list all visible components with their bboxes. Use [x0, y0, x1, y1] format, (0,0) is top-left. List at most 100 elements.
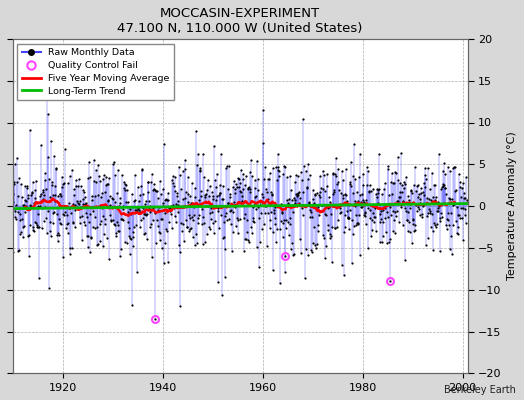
Point [329, 171, 337, 177]
Point [208, 208, 216, 215]
Point [160, 140, 168, 147]
Point [192, 162, 201, 168]
Point [215, 192, 223, 198]
Point [104, 198, 112, 204]
Point [413, 183, 421, 189]
Point [193, 240, 201, 246]
Point [96, 238, 104, 245]
Point [223, 216, 231, 223]
Point [63, 212, 71, 219]
Point [453, 230, 461, 236]
Point [396, 189, 404, 195]
Point [396, 179, 404, 186]
Point [146, 202, 154, 209]
Point [344, 215, 353, 222]
Point [209, 219, 217, 226]
Point [154, 195, 162, 202]
Point [231, 186, 239, 192]
Point [440, 182, 448, 188]
Point [13, 178, 21, 185]
Point [191, 194, 199, 200]
Point [197, 192, 205, 199]
Point [86, 210, 94, 217]
Point [402, 216, 411, 223]
Point [417, 185, 425, 192]
Point [313, 241, 321, 248]
Point [338, 168, 346, 174]
Point [133, 269, 141, 275]
Point [74, 176, 83, 182]
Point [137, 167, 146, 174]
Point [234, 230, 243, 236]
Point [235, 180, 244, 186]
Point [310, 224, 318, 230]
Point [81, 221, 90, 228]
Point [406, 229, 414, 236]
Point [77, 183, 85, 189]
Point [337, 208, 345, 215]
Point [295, 200, 303, 206]
Point [103, 180, 111, 187]
Point [144, 179, 152, 186]
Point [422, 212, 431, 219]
Point [60, 180, 68, 186]
Point [310, 199, 319, 206]
Point [316, 194, 325, 200]
Point [328, 224, 336, 230]
Point [276, 203, 284, 209]
Point [313, 222, 322, 228]
Point [245, 169, 254, 176]
Point [147, 171, 156, 178]
Point [277, 218, 285, 224]
Point [350, 141, 358, 147]
Point [259, 140, 268, 146]
Point [291, 179, 300, 186]
Point [407, 187, 416, 194]
Point [443, 164, 452, 170]
Point [129, 198, 138, 204]
Point [398, 197, 407, 204]
Point [214, 279, 223, 286]
Point [253, 158, 261, 165]
Point [446, 168, 455, 174]
Point [133, 184, 141, 191]
Point [355, 173, 363, 180]
Point [355, 212, 364, 218]
Point [96, 194, 105, 200]
Point [296, 236, 304, 243]
Point [446, 196, 454, 202]
Point [275, 173, 283, 180]
Point [397, 203, 405, 210]
Point [384, 214, 392, 220]
Point [223, 163, 231, 170]
Point [381, 205, 390, 212]
Point [36, 203, 45, 210]
Point [325, 230, 334, 237]
Point [282, 216, 290, 223]
Point [329, 170, 337, 176]
Point [121, 181, 129, 187]
Point [38, 205, 46, 212]
Point [232, 223, 241, 229]
Point [305, 214, 314, 220]
Point [432, 224, 441, 230]
Point [35, 224, 43, 230]
Point [306, 207, 314, 214]
Point [20, 223, 28, 229]
Point [83, 233, 92, 240]
Point [83, 232, 91, 239]
Point [195, 164, 204, 171]
Point [431, 222, 439, 228]
Point [84, 174, 93, 181]
Point [156, 237, 164, 243]
Point [290, 194, 298, 201]
Point [394, 198, 402, 204]
Text: Berkeley Earth: Berkeley Earth [444, 385, 516, 395]
Point [255, 215, 264, 221]
Point [138, 215, 147, 222]
Point [294, 190, 302, 196]
Point [425, 210, 434, 216]
Point [217, 292, 226, 298]
Point [457, 205, 465, 211]
Point [164, 259, 172, 265]
